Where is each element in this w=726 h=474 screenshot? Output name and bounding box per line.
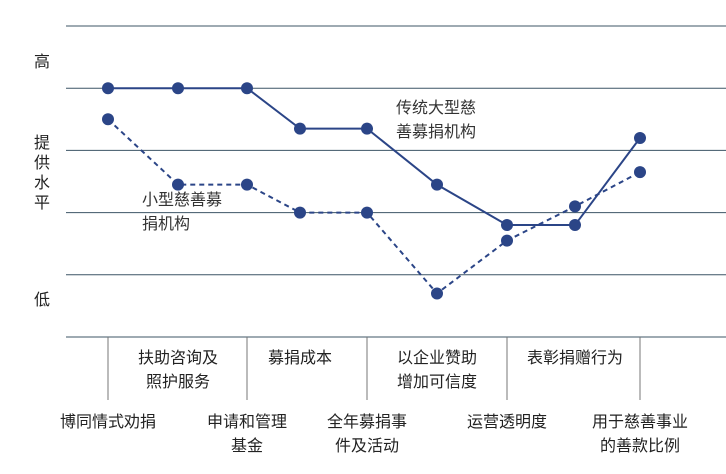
point xyxy=(634,131,646,144)
x-tick-label: 募捐成本 xyxy=(267,348,332,367)
point xyxy=(102,113,114,126)
x-tick-label: 全年募捐事件及活动 xyxy=(326,412,407,455)
point xyxy=(172,82,184,95)
x-tick-label: 博同情式劝捐 xyxy=(59,412,156,431)
series-label: 传统大型慈善募捐机构 xyxy=(396,98,477,141)
y-label-middle: 提供水平 xyxy=(33,133,50,212)
y-label-low: 低 xyxy=(33,290,50,309)
point xyxy=(361,122,373,135)
y-label-high: 高 xyxy=(33,52,50,71)
x-tick-label: 以企业赞助增加可信度 xyxy=(396,348,477,391)
x-tick-label: 申请和管理基金 xyxy=(206,412,287,455)
x-tick-label: 用于慈善事业的善款比例 xyxy=(591,412,688,455)
point xyxy=(102,82,114,95)
point xyxy=(501,219,513,232)
point xyxy=(634,166,646,179)
point xyxy=(294,206,306,219)
point xyxy=(241,82,253,95)
point xyxy=(569,219,581,232)
point xyxy=(501,234,513,247)
point xyxy=(431,178,443,191)
x-tick-label: 运营透明度 xyxy=(466,412,547,431)
x-tick-label: 表彰捐赠行为 xyxy=(526,348,623,367)
point xyxy=(241,178,253,191)
point xyxy=(172,178,184,191)
point xyxy=(361,206,373,219)
x-tick-label: 扶助咨询及照护服务 xyxy=(137,348,218,391)
point xyxy=(569,200,581,213)
point xyxy=(431,287,443,300)
point xyxy=(294,122,306,135)
series-label: 小型慈善募捐机构 xyxy=(142,190,223,233)
